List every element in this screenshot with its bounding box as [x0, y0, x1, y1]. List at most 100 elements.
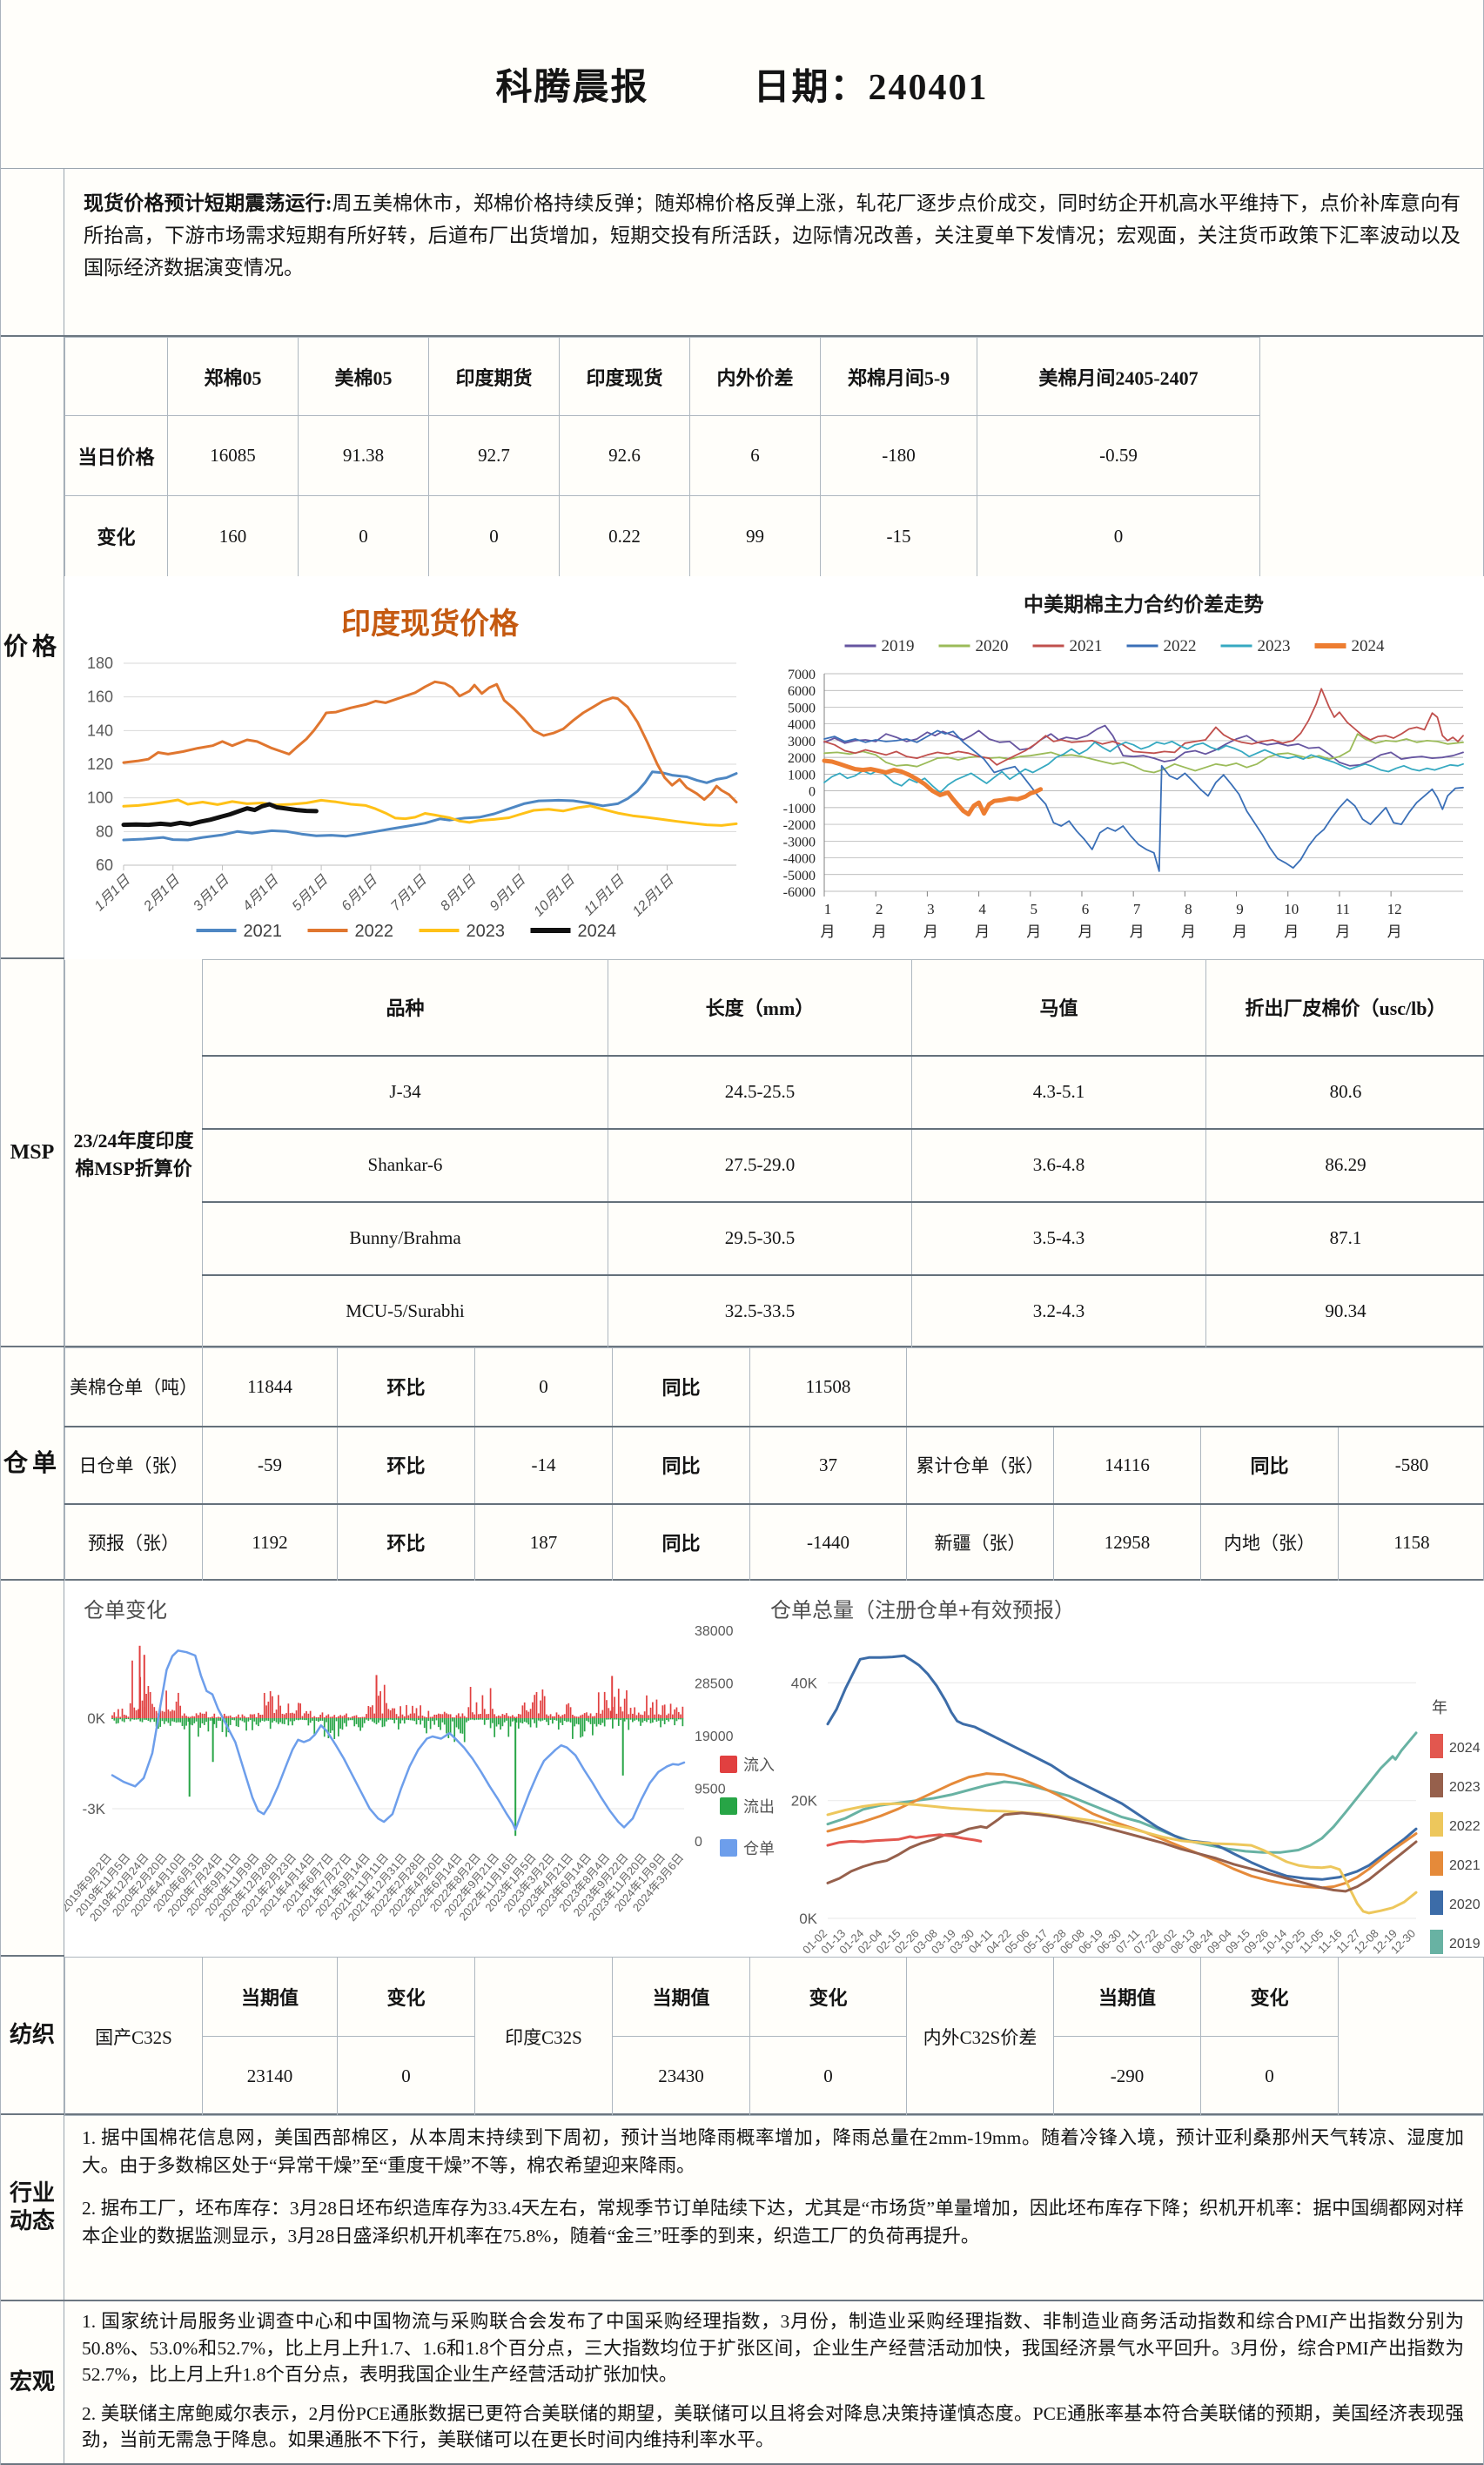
metric-label: 同比	[1200, 1425, 1339, 1504]
legend-label: 流入	[743, 1756, 775, 1774]
msp-band: MSP 23/24年度印度棉MSP折算价 品种 长度（mm） 马值 折出厂皮棉价…	[1, 957, 1484, 1348]
value-cell: 23140	[202, 2036, 338, 2116]
svg-text:2023: 2023	[467, 922, 506, 941]
value-cell: -14	[474, 1425, 613, 1504]
svg-text:4: 4	[978, 901, 986, 917]
value-cell: 0.22	[559, 495, 690, 577]
group-label: 印度C32S	[474, 1957, 613, 2116]
value-cell: 87.1	[1205, 1200, 1484, 1275]
value-cell: J-34	[202, 1054, 608, 1129]
legend-swatch-icon	[720, 1756, 737, 1773]
msp-group-label: 23/24年度印度棉MSP折算价	[64, 959, 203, 1348]
svg-text:1月1日: 1月1日	[92, 872, 134, 914]
svg-text:2021: 2021	[1070, 637, 1103, 655]
warehouse-charts-content: 仓单变化 0K -3K 38000 28500 19000 9500 0 2019年9月2日 20…	[58, 1581, 1484, 1957]
svg-text:月: 月	[821, 924, 836, 940]
svg-text:-5000: -5000	[783, 869, 816, 883]
svg-text:2: 2	[876, 901, 883, 917]
svg-text:11: 11	[1336, 901, 1350, 917]
col-header: 变化	[1200, 1957, 1339, 2037]
textile-value-row: 23140 0 23430 0 -290 0	[65, 2036, 1484, 2116]
svg-text:仓单总量（注册仓单+有效预报）: 仓单总量（注册仓单+有效预报）	[770, 1599, 1075, 1622]
sidebar-label-macro: 宏观	[1, 2301, 64, 2463]
svg-text:100: 100	[87, 789, 113, 807]
warehouse-charts-side-cell	[1, 1581, 64, 1955]
svg-text:2023: 2023	[1449, 1780, 1481, 1795]
svg-text:2019: 2019	[882, 637, 915, 655]
svg-text:1: 1	[824, 901, 832, 917]
col-header: 美棉月间2405-2407	[976, 337, 1261, 416]
empty-cell	[1338, 1957, 1484, 2116]
sidebar-label-textile: 纺织	[1, 1957, 64, 2113]
value-cell: -0.59	[976, 415, 1261, 496]
report-header: 科腾晨报 日期：240401	[1, 0, 1483, 168]
col-header: 折出厂皮棉价（usc/lb）	[1205, 959, 1484, 1056]
col-header: 美棉05	[298, 337, 429, 416]
metric-label: 同比	[612, 1347, 750, 1427]
sidebar-label-industry: 行业动态	[1, 2115, 64, 2300]
row-label: 内地（张）	[1200, 1502, 1339, 1582]
report-title: 科腾晨报	[495, 68, 649, 108]
svg-text:2021: 2021	[1449, 1858, 1481, 1873]
svg-text:19000: 19000	[695, 1730, 734, 1744]
group-label: 内外C32S价差	[906, 1957, 1054, 2116]
svg-text:2022: 2022	[1164, 637, 1197, 655]
legend-swatch-icon	[720, 1839, 737, 1857]
value-cell: -15	[820, 495, 977, 577]
svg-text:中美期棉主力合约价差走势: 中美期棉主力合约价差走势	[1024, 593, 1264, 615]
svg-text:4000: 4000	[788, 718, 816, 733]
svg-text:-4000: -4000	[783, 852, 816, 867]
svg-text:月: 月	[1130, 924, 1145, 940]
svg-text:-1000: -1000	[783, 802, 816, 816]
value-cell: 92.6	[559, 415, 690, 496]
warehouse-charts-band: 仓单变化 0K -3K 38000 28500 19000 9500 0 2019年9月2日 20…	[1, 1579, 1484, 1957]
svg-text:6: 6	[1082, 901, 1090, 917]
svg-text:5: 5	[1031, 901, 1038, 917]
row-label: 当日价格	[64, 415, 168, 496]
industry-item-2: 2. 据布工厂，坯布库存：3月28日坯布织造库存为33.4天左右，常规季节订单陆…	[82, 2197, 1464, 2247]
svg-text:3000: 3000	[788, 735, 816, 749]
svg-text:80: 80	[96, 823, 113, 840]
svg-text:2023: 2023	[1258, 637, 1291, 655]
svg-text:0: 0	[695, 1835, 702, 1850]
col-header: 变化	[337, 1957, 475, 2037]
industry-item-1: 1. 据中国棉花信息网，美国西部棉区，从本周末持续到下周初，预计当地降雨概率增加…	[82, 2127, 1464, 2177]
value-cell: 0	[298, 495, 429, 577]
svg-text:10月1日: 10月1日	[531, 872, 578, 919]
value-cell: 0	[428, 495, 560, 577]
summary-band: 现货价格预计短期震荡运行:周五美棉休市，郑棉价格持续反弹；随郑棉价格反弹上涨，轧…	[1, 168, 1483, 335]
price-content: 郑棉05 美棉05 印度期货 印度现货 内外价差 郑棉月间5-9 美棉月间240…	[64, 337, 1484, 959]
value-cell: 3.6-4.8	[911, 1127, 1206, 1202]
col-header: 品种	[202, 959, 608, 1056]
svg-text:2021: 2021	[244, 922, 283, 941]
legend-label: 流出	[743, 1798, 775, 1816]
value-cell: 92.7	[428, 415, 560, 496]
metric-label: 同比	[612, 1502, 750, 1582]
svg-text:-6000: -6000	[783, 885, 816, 900]
svg-text:0K: 0K	[87, 1710, 105, 1727]
svg-text:7月1日: 7月1日	[388, 872, 430, 914]
svg-text:60: 60	[96, 856, 113, 874]
warehouse-content: 美棉仓单（吨） 11844 环比 0 同比 11508 日仓单（张） -59 环…	[64, 1347, 1484, 1582]
value-cell: 24.5-25.5	[608, 1054, 912, 1129]
svg-text:-3000: -3000	[783, 835, 816, 850]
svg-text:2024: 2024	[1449, 1741, 1481, 1756]
svg-text:10: 10	[1284, 901, 1299, 917]
svg-text:11月1日: 11月1日	[581, 872, 628, 918]
value-cell: Bunny/Brahma	[202, 1200, 608, 1275]
price-row-change: 变化 160 0 0 0.22 99 -15 0	[64, 495, 1261, 577]
col-header: 内外价差	[689, 337, 821, 416]
price-table: 郑棉05 美棉05 印度期货 印度现货 内外价差 郑棉月间5-9 美棉月间240…	[64, 337, 1261, 577]
value-cell: 6	[689, 415, 821, 496]
metric-label: 同比	[612, 1425, 750, 1504]
svg-text:月: 月	[1232, 924, 1247, 940]
value-cell: 32.5-33.5	[608, 1273, 912, 1348]
macro-item-1: 1. 国家统计局服务业调查中心和中国物流与采购联合会发布了中国采购经理指数，3月…	[82, 2311, 1464, 2386]
value-cell: 0	[976, 495, 1261, 577]
sidebar-label-price: 价格	[1, 337, 64, 957]
legend-item: 仓单	[720, 1837, 775, 1859]
macro-item-2: 2. 美联储主席鲍威尔表示，2月份PCE通胀数据已更符合美联储的期望，美联储可以…	[82, 2402, 1464, 2451]
value-cell: 3.2-4.3	[911, 1273, 1206, 1348]
warehouse-change-legend: 流入流出仓单	[720, 1753, 775, 1859]
svg-text:120: 120	[87, 756, 113, 773]
